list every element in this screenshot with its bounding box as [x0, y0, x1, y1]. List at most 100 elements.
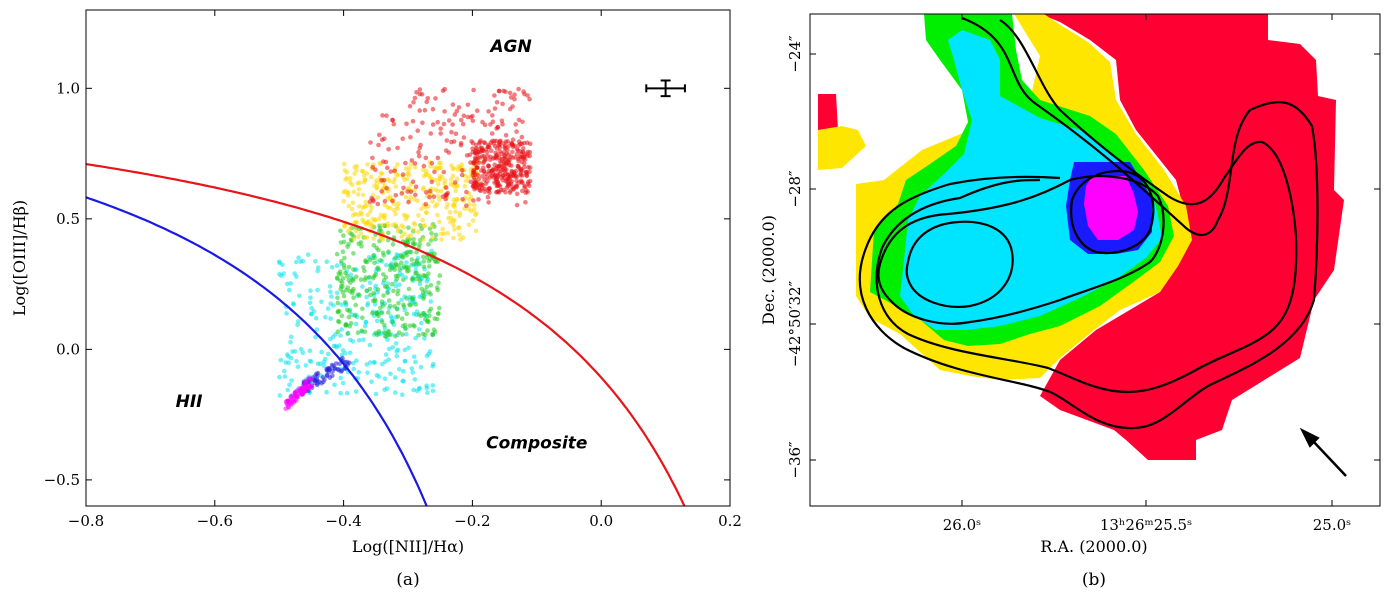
scatter-point — [436, 311, 441, 316]
region-magenta — [1084, 176, 1138, 240]
scatter-point — [338, 333, 343, 338]
scatter-point — [361, 169, 366, 174]
scatter-point — [441, 89, 446, 94]
scatter-point — [337, 309, 342, 314]
scatter-point — [404, 260, 409, 265]
scatter-point — [336, 329, 341, 334]
scatter-point — [381, 237, 386, 242]
scatter-point — [380, 171, 385, 176]
scatter-point — [476, 197, 481, 202]
scatter-point — [375, 319, 380, 324]
scatter-point — [293, 394, 298, 399]
scatter-point — [423, 313, 428, 318]
scatter-point — [388, 304, 393, 309]
scatter-point — [486, 195, 491, 200]
scatter-point — [371, 217, 376, 222]
orientation-arrow — [1302, 430, 1346, 476]
scatter-point — [460, 162, 465, 167]
scatter-point — [408, 104, 413, 109]
scatter-point — [456, 226, 461, 231]
scatter-point — [363, 324, 368, 329]
scatter-point — [377, 133, 382, 138]
scatter-point — [420, 218, 425, 223]
scatter-point — [325, 259, 330, 264]
scatter-point — [503, 144, 508, 149]
scatter-point — [480, 174, 485, 179]
scatter-point — [418, 92, 423, 97]
scatter-point — [425, 284, 430, 289]
scatter-point — [364, 200, 369, 205]
scatter-point — [370, 311, 375, 316]
scatter-point — [379, 189, 384, 194]
scatter-point — [381, 223, 386, 228]
scatter-point — [389, 169, 394, 174]
scatter-point — [351, 213, 356, 218]
region-label-hii: HII — [176, 392, 203, 412]
x-tick-label: 0.0 — [589, 512, 613, 530]
scatter-point — [394, 341, 399, 346]
scatter-point — [471, 88, 476, 93]
scatter-point — [508, 91, 513, 96]
scatter-point — [452, 227, 457, 232]
scatter-point — [385, 205, 390, 210]
scatter-point — [419, 321, 424, 326]
map-x-axis-label: R.A. (2000.0) — [1040, 537, 1147, 556]
scatter-point — [352, 172, 357, 177]
scatter-point — [474, 181, 479, 186]
scatter-point — [413, 222, 418, 227]
scatter-point — [341, 249, 346, 254]
scatter-point — [486, 145, 491, 150]
scatter-point — [512, 97, 517, 102]
scatter-point — [383, 284, 388, 289]
region-label-composite: Composite — [486, 434, 587, 454]
scatter-point — [382, 278, 387, 283]
scatter-point — [400, 392, 405, 397]
scatter-point — [426, 242, 431, 247]
scatter-point — [401, 369, 406, 374]
scatter-point — [411, 100, 416, 105]
x-tick-label: 0.2 — [718, 512, 742, 530]
scatter-point — [336, 319, 341, 324]
scatter-point — [372, 261, 377, 266]
scatter-point — [313, 259, 318, 264]
scatter-point — [504, 133, 509, 138]
scatter-point — [400, 316, 405, 321]
kauffmann-curve — [86, 197, 431, 515]
scatter-point — [448, 210, 453, 215]
scatter-point — [485, 179, 490, 184]
scatter-point — [453, 112, 458, 117]
scatter-point — [362, 269, 367, 274]
scatter-point — [356, 212, 361, 217]
scatter-point — [351, 295, 356, 300]
scatter-point — [452, 218, 457, 223]
scatter-point — [445, 231, 450, 236]
scatter-point — [411, 262, 416, 267]
scatter-point — [427, 309, 432, 314]
scatter-point — [353, 313, 358, 318]
scatter-point — [326, 366, 331, 371]
scatter-point — [338, 279, 343, 284]
scatter-point — [289, 281, 294, 286]
scatter-point — [368, 343, 373, 348]
scatter-point — [315, 288, 320, 293]
scatter-point — [395, 146, 400, 151]
scatter-point — [468, 153, 473, 158]
scatter-point — [488, 122, 493, 127]
scatter-point — [524, 171, 529, 176]
scatter-point — [503, 190, 508, 195]
scatter-point — [342, 294, 347, 299]
scatter-point — [346, 285, 351, 290]
scatter-point — [457, 214, 462, 219]
scatter-point — [442, 170, 447, 175]
scatter-point — [462, 114, 467, 119]
scatter-point — [516, 87, 521, 92]
scatter-point — [494, 166, 499, 171]
scatter-point — [417, 274, 422, 279]
scatter-point — [357, 338, 362, 343]
scatter-point — [378, 306, 383, 311]
scatter-point — [483, 157, 488, 162]
scatter-point — [417, 327, 422, 332]
scatter-point — [467, 222, 472, 227]
scatter-point — [500, 102, 505, 107]
scatter-point — [316, 265, 321, 270]
